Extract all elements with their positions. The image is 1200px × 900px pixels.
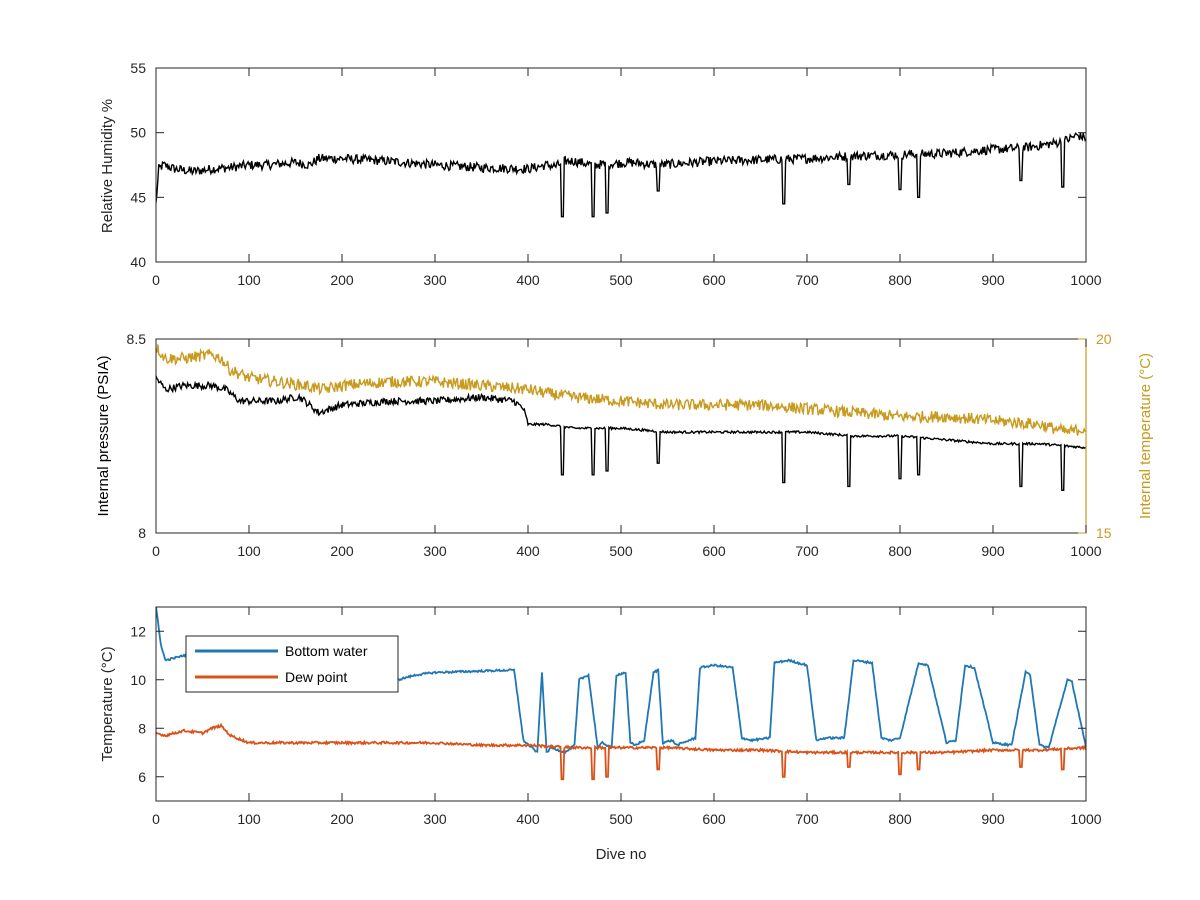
temperature-y-tick-label: 12 bbox=[130, 623, 146, 639]
internal-temperature-y-axis-label: Internal temperature (°C) bbox=[1137, 353, 1154, 519]
humidity-x-tick-label: 1000 bbox=[1070, 272, 1101, 288]
humidity-x-tick-label: 100 bbox=[237, 272, 261, 288]
temperature-x-tick-label: 900 bbox=[981, 811, 1005, 827]
legend-label-bottom-water: Bottom water bbox=[285, 643, 368, 659]
temperature-x-tick-label: 1000 bbox=[1070, 811, 1101, 827]
humidity-y-tick-label: 50 bbox=[130, 125, 146, 141]
pressure-x-tick-label: 500 bbox=[609, 543, 633, 559]
temperature-x-tick-label: 500 bbox=[609, 811, 633, 827]
humidity-x-tick-label: 800 bbox=[888, 272, 912, 288]
pressure-y-axis-label: Internal pressure (PSIA) bbox=[95, 356, 112, 517]
temperature-x-tick-label: 100 bbox=[237, 811, 261, 827]
humidity-x-tick-label: 600 bbox=[702, 272, 726, 288]
temperature-x-tick-label: 800 bbox=[888, 811, 912, 827]
pressure-x-tick-label: 800 bbox=[888, 543, 912, 559]
pressure-x-tick-label: 100 bbox=[237, 543, 261, 559]
humidity-x-tick-label: 200 bbox=[330, 272, 354, 288]
pressure-y-tick-label-right: 15 bbox=[1096, 525, 1112, 541]
pressure-series-internal-temp bbox=[156, 344, 1086, 436]
legend-box bbox=[185, 635, 399, 693]
legend-label-dew-point: Dew point bbox=[285, 669, 347, 685]
pressure-x-tick-label: 600 bbox=[702, 543, 726, 559]
pressure-x-tick-label: 300 bbox=[423, 543, 447, 559]
humidity-x-tick-label: 500 bbox=[609, 272, 633, 288]
temperature-y-axis-label: Temperature (°C) bbox=[99, 646, 116, 761]
humidity-y-tick-label: 40 bbox=[130, 254, 146, 270]
pressure-series-pressure bbox=[156, 375, 1086, 491]
pressure-x-tick-label: 1000 bbox=[1070, 543, 1101, 559]
temperature-x-tick-label: 200 bbox=[330, 811, 354, 827]
temperature-series-dew-point bbox=[156, 722, 1086, 781]
pressure-x-tick-label: 0 bbox=[152, 543, 160, 559]
humidity-x-tick-label: 300 bbox=[423, 272, 447, 288]
pressure-panel: 0 100 200 300 400 500 600 700 800 900 1000 8 8.5 15 20 bbox=[127, 331, 1112, 559]
temperature-y-tick-label: 6 bbox=[138, 769, 146, 785]
legend: Bottom water Dew point bbox=[185, 635, 399, 693]
humidity-x-tick-label: 700 bbox=[795, 272, 819, 288]
temperature-x-tick-label: 300 bbox=[423, 811, 447, 827]
humidity-y-axis-label: Relative Humidity % bbox=[99, 99, 116, 233]
pressure-y-tick-label-right: 20 bbox=[1096, 331, 1112, 347]
humidity-x-tick-label: 900 bbox=[981, 272, 1005, 288]
humidity-y-tick-label: 55 bbox=[130, 60, 146, 76]
temperature-y-tick-label: 10 bbox=[130, 672, 146, 688]
temperature-x-tick-label: 400 bbox=[516, 811, 540, 827]
temperature-x-tick-label: 700 bbox=[795, 811, 819, 827]
dive-no-x-axis-label: Dive no bbox=[596, 846, 647, 863]
temperature-x-tick-label: 600 bbox=[702, 811, 726, 827]
pressure-x-tick-label: 200 bbox=[330, 543, 354, 559]
humidity-panel: 0 100 200 300 400 500 600 700 800 900 1000 40 45 50 55 bbox=[130, 60, 1101, 288]
pressure-y-tick-label: 8 bbox=[138, 525, 146, 541]
pressure-x-tick-label: 900 bbox=[981, 543, 1005, 559]
pressure-x-tick-label: 700 bbox=[795, 543, 819, 559]
temperature-y-tick-label: 8 bbox=[138, 720, 146, 736]
humidity-x-tick-label: 400 bbox=[516, 272, 540, 288]
temperature-x-tick-label: 0 bbox=[152, 811, 160, 827]
humidity-y-tick-label: 45 bbox=[130, 189, 146, 205]
humidity-series-humidity bbox=[156, 132, 1086, 218]
pressure-y-tick-label: 8.5 bbox=[127, 331, 147, 347]
pressure-x-tick-label: 400 bbox=[516, 543, 540, 559]
humidity-x-tick-label: 0 bbox=[152, 272, 160, 288]
